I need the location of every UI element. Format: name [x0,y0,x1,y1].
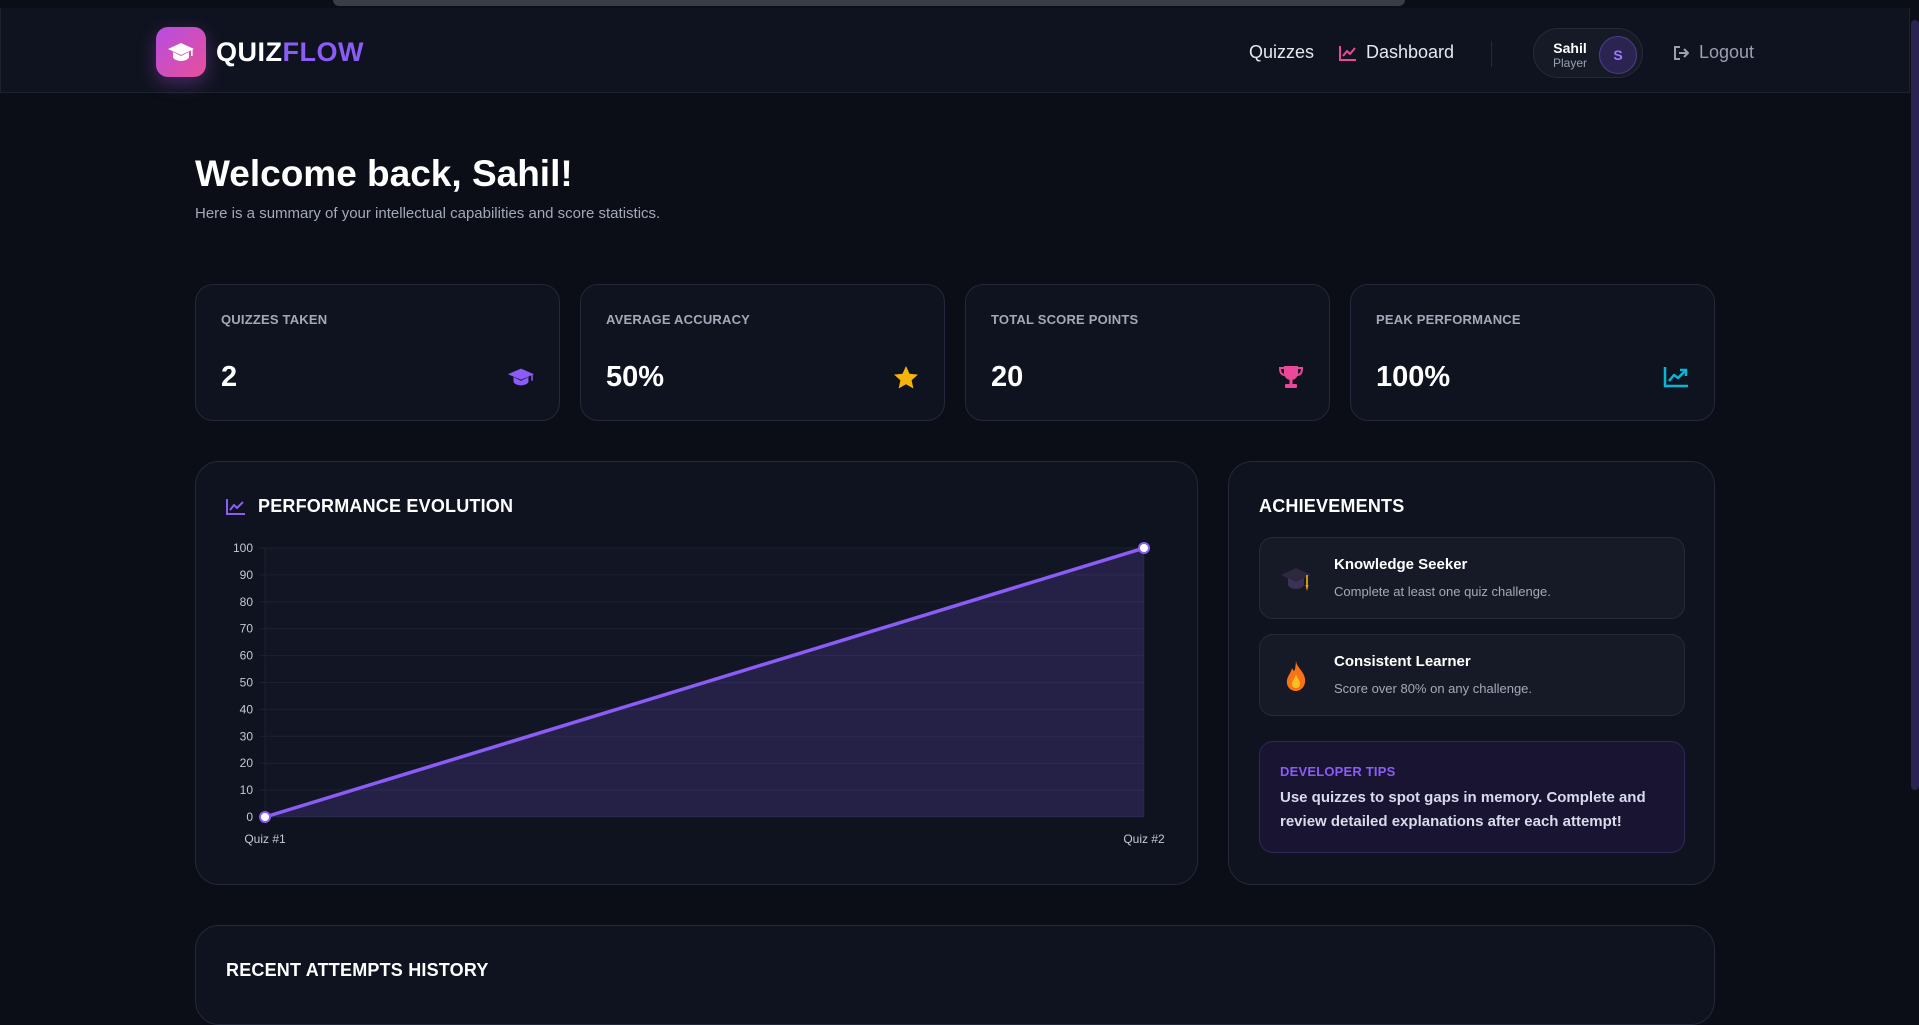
stat-value: 100% [1376,361,1451,393]
y-tick-label: 40 [240,702,254,716]
y-tick-label: 30 [240,729,254,743]
y-tick-label: 20 [240,756,254,770]
brand-logo[interactable] [156,27,206,77]
page-subtitle: Here is a summary of your intellectual c… [195,205,661,222]
tips-text: Use quizzes to spot gaps in memory. Comp… [1280,789,1646,830]
y-tick-label: 90 [240,568,254,582]
logout-label: Logout [1699,42,1755,62]
graduation-cap-icon [168,43,194,61]
performance-chart: 0 10 20 30 40 50 60 70 80 90 100 Quiz #1 Quiz #2 [233,541,1165,846]
achievement-knowledge-seeker: Knowledge Seeker Complete at least one q… [1259,537,1685,619]
performance-panel: PERFORMANCE EVOLUTION 0 10 20 30 40 50 60 70 80 9… [195,461,1198,885]
achievement-consistent-learner: Consistent Learner Score over 80% on any… [1259,634,1685,716]
y-tick-label: 10 [240,783,254,797]
achievement-desc: Score over 80% on any challenge. [1334,681,1533,696]
performance-title: PERFORMANCE EVOLUTION [226,496,513,517]
performance-title-label: PERFORMANCE EVOLUTION [258,496,514,516]
recent-attempts-title: RECENT ATTEMPTS HISTORY [226,960,489,980]
data-point [259,811,271,823]
stat-value: 50% [606,361,665,393]
y-tick-label: 60 [240,649,254,663]
nav-dashboard-label: Dashboard [1366,42,1455,62]
star-icon [892,363,920,391]
stat-card-quizzes-taken: QUIZZES TAKEN 2 [195,284,560,421]
achievement-desc: Complete at least one quiz challenge. [1334,584,1551,599]
nav-link-quizzes[interactable]: Quizzes [1249,42,1314,63]
data-point [1138,542,1150,554]
stat-value: 20 [991,361,1024,393]
y-tick-label: 80 [240,595,254,609]
brand-name-part1: QUIZ [216,37,283,67]
logout-icon [1674,45,1689,60]
series-line [263,546,1146,819]
stat-label: AVERAGE ACCURACY [606,312,751,327]
tips-title: DEVELOPER TIPS [1280,764,1396,779]
achievements-title: ACHIEVEMENTS [1259,496,1405,516]
stat-label: PEAK PERFORMANCE [1376,312,1521,327]
graduation-cap-icon [1278,561,1314,597]
achievement-title: Knowledge Seeker [1334,556,1468,573]
y-tick-label: 0 [246,810,253,824]
developer-tips-box: DEVELOPER TIPS Use quizzes to spot gaps … [1259,741,1685,853]
user-role: Player [1552,56,1587,70]
stat-label: QUIZZES TAKEN [221,312,328,327]
x-tick-label: Quiz #1 [244,832,286,846]
page-scrollbar[interactable] [1911,20,1919,790]
trend-chart-icon [226,499,245,515]
y-tick-label: 50 [240,676,254,690]
brand-name[interactable]: QUIZFLOW [216,37,364,68]
stat-card-total-score: TOTAL SCORE POINTS 20 [965,284,1330,421]
nav-quizzes-label: Quizzes [1249,42,1315,62]
stat-card-average-accuracy: AVERAGE ACCURACY 50% [580,284,945,421]
browser-scroll-tab [333,0,1405,6]
user-profile-pill[interactable]: Sahil Player S [1533,28,1643,78]
avatar: S [1599,36,1637,74]
page-title: Welcome back, Sahil! [195,153,573,194]
trend-chart-icon [1339,45,1356,61]
stat-card-peak-performance: PEAK PERFORMANCE 100% [1350,284,1715,421]
achievement-title: Consistent Learner [1334,653,1471,670]
trend-chart-icon [1662,363,1690,391]
user-name: Sahil [1553,40,1587,56]
nav-link-dashboard[interactable]: Dashboard [1339,42,1454,63]
graduation-cap-icon [507,363,535,391]
trophy-icon [1277,363,1305,391]
logout-button[interactable]: Logout [1673,42,1754,63]
recent-attempts-panel: RECENT ATTEMPTS HISTORY [195,925,1715,1025]
top-navbar: QUIZFLOW Quizzes Dashboard Sahil Player … [0,8,1910,93]
nav-divider [1491,41,1492,67]
y-tick-label: 70 [240,622,254,636]
y-tick-label: 100 [233,541,253,555]
stat-value: 2 [221,361,238,393]
x-tick-label: Quiz #2 [1123,832,1165,846]
brand-name-part2: FLOW [282,37,364,67]
fire-icon [1278,658,1314,694]
achievements-panel: ACHIEVEMENTS Knowledge Seeker Complete a… [1228,461,1715,885]
stat-label: TOTAL SCORE POINTS [991,312,1139,327]
